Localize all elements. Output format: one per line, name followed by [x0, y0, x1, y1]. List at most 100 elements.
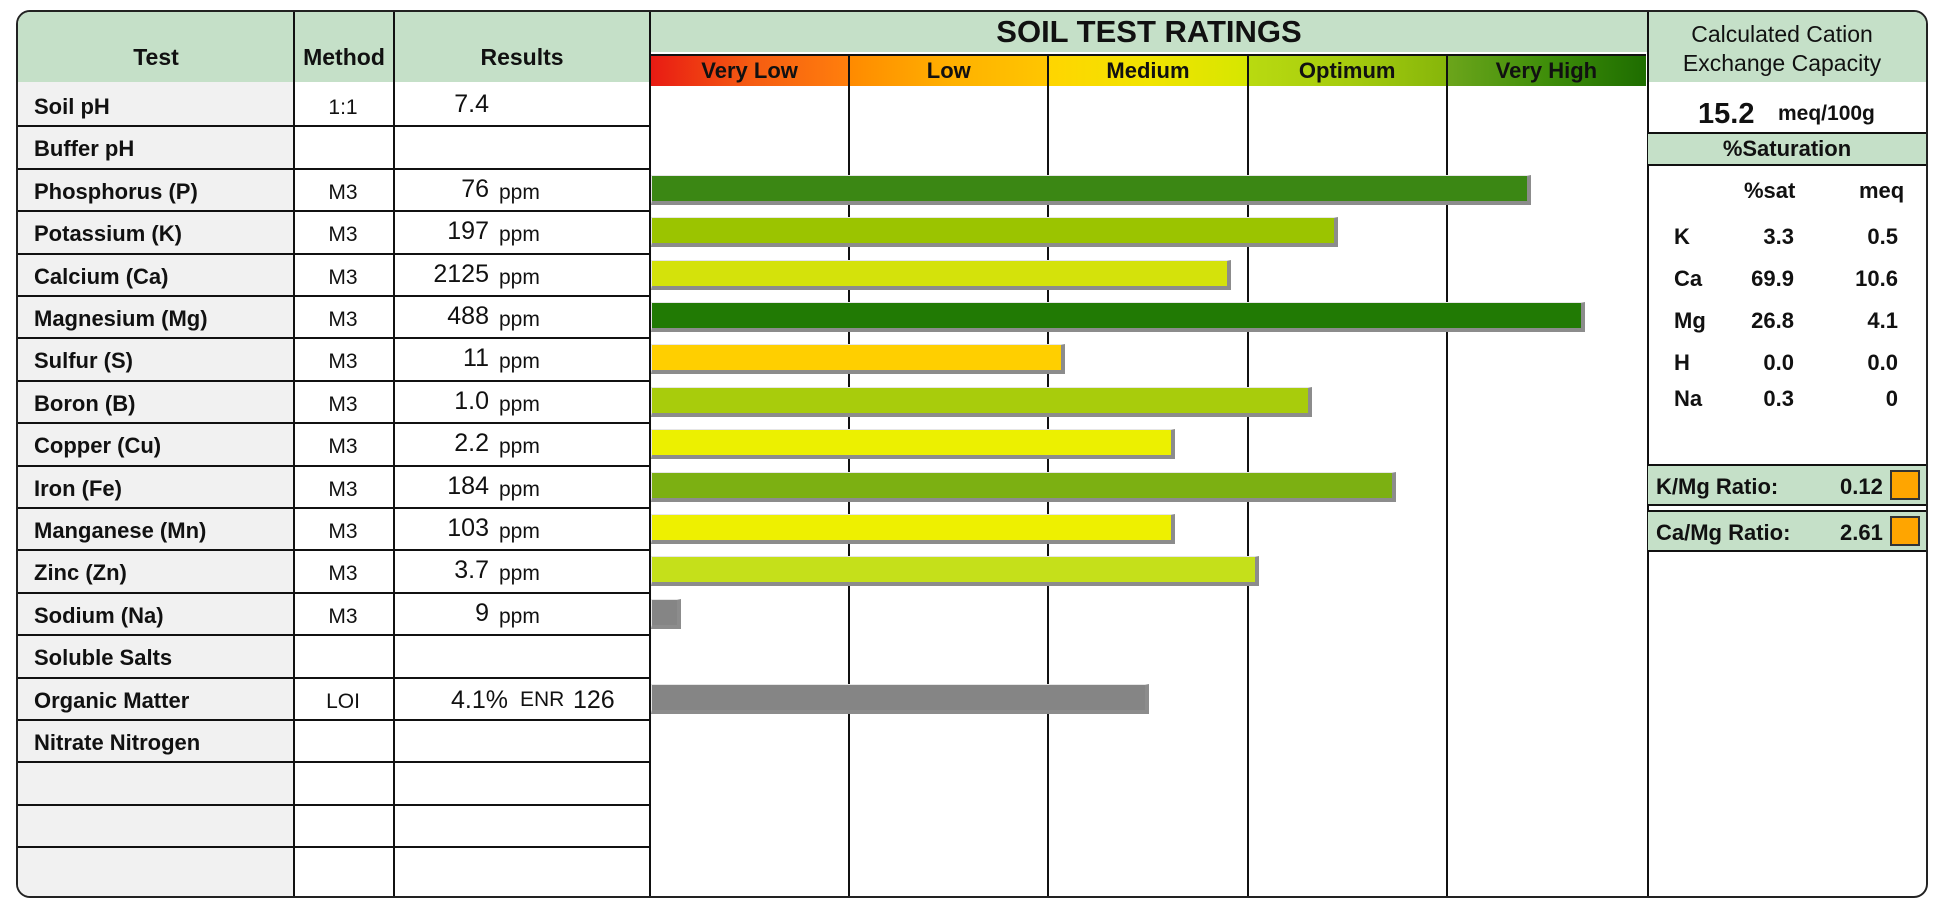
test-name: Zinc (Zn) [34, 560, 127, 586]
ratio-value: 2.61 [1840, 520, 1883, 545]
rating-bar-sodium-na [651, 598, 681, 629]
result-unit: ppm [499, 520, 540, 543]
ion-label: Ca [1674, 266, 1703, 291]
row-divider [18, 379, 650, 382]
meq-value: 10.6 [1855, 266, 1898, 291]
row-divider [18, 803, 650, 806]
row-divider [18, 210, 650, 213]
ratio-status-swatch [1890, 470, 1920, 500]
meq-value: 0 [1885, 386, 1898, 411]
sat-value: 0.0 [1763, 350, 1794, 375]
result-value: 2125 [433, 259, 489, 288]
sat-value: 3.3 [1763, 224, 1794, 249]
table-row [18, 762, 650, 804]
result-value: 4.1% [451, 685, 508, 714]
test-name: Buffer pH [34, 136, 135, 162]
divider-chart-cec [1647, 12, 1649, 896]
ion-label: H [1674, 350, 1690, 375]
test-method: M3 [328, 180, 358, 204]
saturation-title: %Saturation [1648, 134, 1926, 166]
test-name: Copper (Cu) [34, 433, 162, 459]
table-row: Buffer pH [18, 126, 650, 168]
row-divider [18, 719, 650, 721]
rating-band-medium: Medium [1048, 54, 1248, 86]
header-background-cec [1648, 12, 1926, 82]
test-name: Nitrate Nitrogen [34, 730, 201, 755]
rating-bar-boron-b [651, 386, 1313, 417]
method-column-header: Method [303, 44, 385, 70]
table-row: Zinc (Zn) M3 3.7 ppm [18, 550, 650, 592]
test-name: Boron (B) [34, 390, 136, 416]
result-value: 103 [447, 514, 489, 542]
ratio-status-swatch [1890, 516, 1920, 546]
rating-bar-calcium-ca [651, 259, 1231, 290]
test-method: M3 [328, 562, 358, 586]
results-column-header: Results [480, 44, 564, 70]
saturation-column-headers: %sat meq [1638, 178, 1926, 208]
table-row: Sodium (Na) M3 9 ppm [18, 593, 650, 635]
result-unit: ppm [499, 477, 540, 501]
result-unit: ppm [499, 180, 540, 204]
result-value: 488 [447, 302, 489, 330]
test-method: M3 [328, 265, 358, 289]
sat-value: 26.8 [1751, 308, 1794, 333]
test-name: Organic Matter [34, 687, 190, 713]
cec-divider-top [1648, 132, 1926, 134]
table-row: Organic Matter LOI 4.1% ENR 126 [18, 678, 650, 720]
result-value: 9 [475, 598, 489, 627]
row-divider [18, 761, 650, 764]
row-divider [18, 549, 650, 552]
chart-title: SOIL TEST RATINGS [996, 14, 1302, 49]
sat-value: 0.3 [1763, 386, 1794, 411]
rating-bar-sulfur-s [651, 344, 1066, 375]
meq-value: 0.5 [1867, 224, 1898, 249]
rating-bar-phosphorus-p [651, 174, 1532, 205]
saturation-row: Na 0.3 0 [1638, 386, 1926, 416]
table-row [18, 805, 650, 847]
rating-bar-magnesium-mg [651, 302, 1586, 332]
result-value: 11 [463, 344, 489, 373]
result-unit: ppm [499, 435, 540, 459]
table-row: Boron (B) M3 1.0 ppm [18, 381, 650, 423]
result-unit: ppm [499, 265, 540, 289]
result-unit: ppm [499, 223, 540, 247]
test-method: M3 [328, 604, 358, 628]
table-row: Soil pH 1:1 7.4 [18, 84, 650, 126]
test-column-header: Test [133, 44, 179, 70]
test-method: M3 [328, 350, 358, 374]
rating-bar-manganese-mn [651, 514, 1175, 544]
test-name: Potassium (K) [34, 221, 182, 247]
ion-label: Na [1674, 386, 1703, 411]
result-value: 3.7 [454, 556, 489, 585]
test-method: 1:1 [328, 96, 358, 119]
meq-value: 0.0 [1867, 350, 1898, 375]
row-divider [18, 507, 650, 509]
table-row: Magnesium (Mg) M3 488 ppm [18, 296, 650, 338]
table-row: Iron (Fe) M3 184 ppm [18, 466, 650, 508]
test-name: Sulfur (S) [34, 348, 133, 374]
rating-bar-zinc-zn [651, 556, 1259, 587]
result-value: 197 [447, 217, 489, 246]
test-name: Soil pH [34, 94, 110, 119]
test-name: Iron (Fe) [34, 475, 122, 501]
soil-report-frame: Test Method Results SOIL TEST RATINGS Ve… [16, 10, 1928, 898]
result-unit: ppm [499, 308, 540, 331]
rating-bar-copper-cu [651, 429, 1175, 460]
test-method: M3 [328, 520, 358, 543]
result-value: 184 [447, 471, 489, 500]
cec-value-box: 15.2 meq/100g [1648, 86, 1926, 132]
row-divider [18, 125, 650, 128]
saturation-row: Mg 26.8 4.1 [1638, 308, 1926, 338]
ion-label: K [1674, 224, 1690, 249]
test-name: Soluble Salts [34, 645, 173, 671]
cec-title-line1: Calculated Cation [1691, 21, 1873, 47]
result-unit: ppm [499, 604, 540, 628]
result-unit: ppm [499, 392, 540, 416]
row-divider [18, 252, 650, 255]
test-column-background [18, 82, 294, 896]
table-row: Sulfur (S) M3 11 ppm [18, 338, 650, 380]
rating-band-very-low: Very Low [650, 54, 850, 86]
table-row: Manganese (Mn) M3 103 ppm [18, 508, 650, 550]
row-divider [18, 846, 650, 849]
table-row: Soluble Salts [18, 635, 650, 677]
